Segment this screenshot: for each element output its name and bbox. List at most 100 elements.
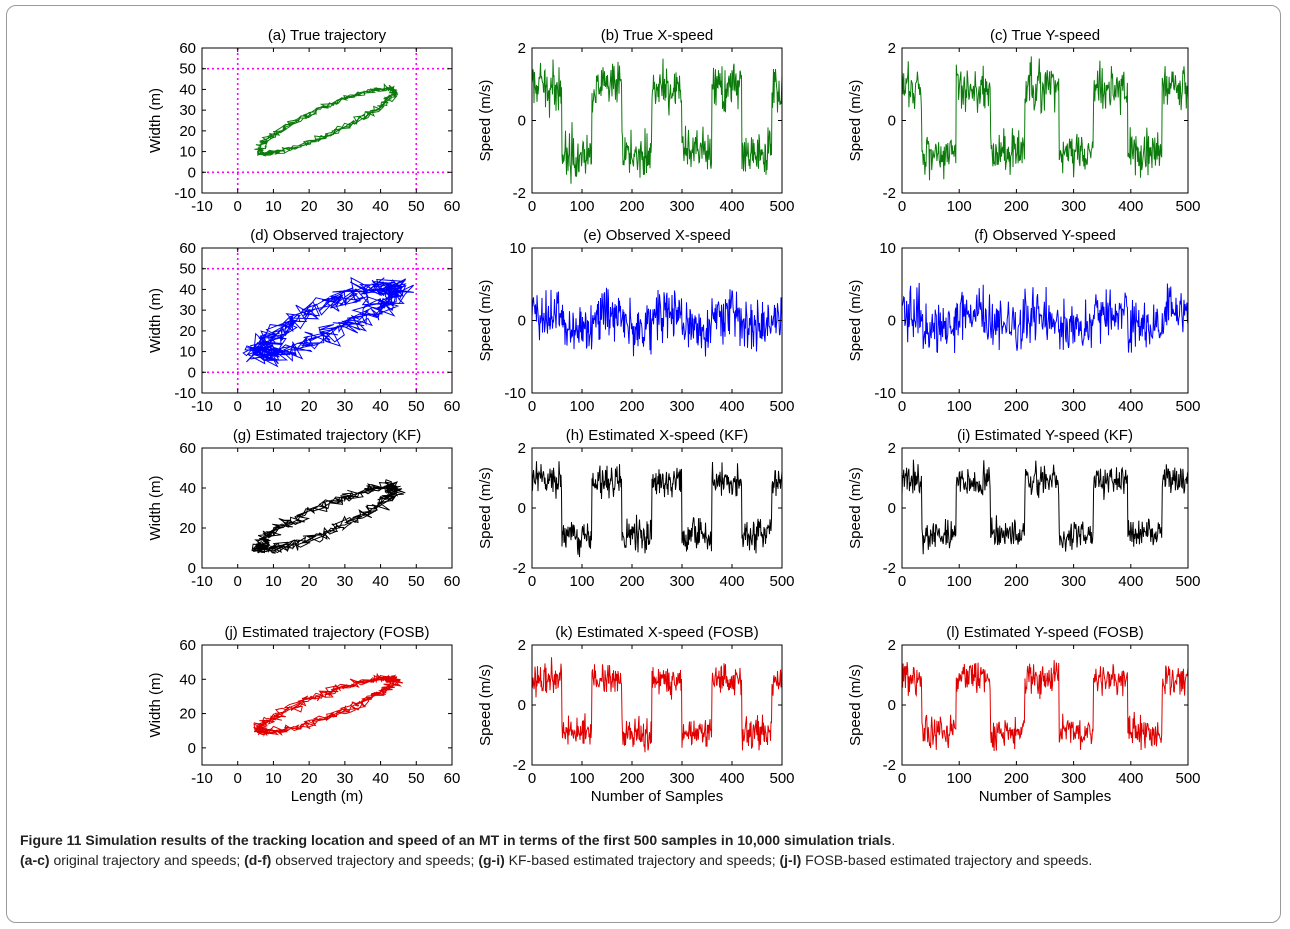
series-line — [532, 58, 782, 184]
x-tick-label: 30 — [337, 198, 354, 215]
y-tick-label: 2 — [888, 440, 896, 457]
chart-title: (l) Estimated Y-speed (FOSB) — [946, 624, 1144, 641]
x-tick-label: 300 — [1061, 573, 1086, 590]
x-axis-label: Number of Samples — [979, 788, 1112, 805]
y-tick-label: 0 — [888, 500, 896, 517]
y-tick-label: 20 — [179, 706, 196, 723]
x-tick-label: 400 — [1118, 573, 1143, 590]
x-tick-label: 200 — [1004, 198, 1029, 215]
y-tick-label: 2 — [518, 637, 526, 654]
x-tick-label: 500 — [1175, 770, 1200, 787]
x-tick-label: 200 — [1004, 770, 1029, 787]
x-tick-label: 500 — [769, 770, 794, 787]
y-tick-label: 2 — [518, 40, 526, 57]
figure-frame — [6, 5, 1281, 923]
x-tick-label: 60 — [444, 398, 461, 415]
chart-title: (h) Estimated X-speed (KF) — [566, 427, 749, 444]
x-tick-label: 50 — [408, 770, 425, 787]
y-tick-label: 20 — [179, 323, 196, 340]
x-tick-label: -10 — [191, 398, 213, 415]
x-tick-label: 0 — [528, 398, 536, 415]
x-tick-label: 200 — [619, 770, 644, 787]
x-tick-label: 0 — [234, 770, 242, 787]
chart-g: (g) Estimated trajectory (KF)-10 0 10 20 30 4… — [147, 427, 460, 590]
y-tick-label: 0 — [188, 364, 196, 381]
axes-box — [531, 447, 783, 569]
y-tick-label: 30 — [179, 102, 196, 119]
series-line — [254, 83, 399, 157]
x-tick-label: 0 — [528, 770, 536, 787]
x-tick-label: -10 — [191, 770, 213, 787]
y-tick-label: 10 — [509, 240, 526, 257]
x-tick-label: 400 — [719, 573, 744, 590]
y-tick-label: -10 — [874, 385, 896, 402]
x-tick-label: 300 — [1061, 770, 1086, 787]
x-tick-label: 400 — [1118, 398, 1143, 415]
y-tick-label: 10 — [179, 344, 196, 361]
series-line — [242, 276, 414, 368]
x-tick-label: 100 — [569, 573, 594, 590]
y-tick-label: 60 — [179, 637, 196, 654]
x-tick-label: 300 — [1061, 398, 1086, 415]
x-tick-label: 0 — [898, 198, 906, 215]
caption-text-d-f: observed trajectory and speeds; — [271, 852, 479, 868]
series-line — [532, 461, 782, 558]
x-tick-label: 300 — [669, 770, 694, 787]
y-tick-label: -10 — [174, 185, 196, 202]
figure-caption: Figure 11 Simulation results of the trac… — [20, 830, 1270, 870]
y-tick-label: 10 — [179, 144, 196, 161]
y-tick-label: 60 — [179, 40, 196, 57]
y-tick-label: 0 — [188, 560, 196, 577]
x-tick-label: 500 — [1175, 573, 1200, 590]
x-tick-label: 0 — [898, 573, 906, 590]
chart-h: (h) Estimated X-speed (KF) 0 100 200 300 400 5… — [477, 427, 795, 590]
y-tick-label: 0 — [888, 113, 896, 130]
y-tick-label: -10 — [174, 385, 196, 402]
x-tick-label: 100 — [947, 573, 972, 590]
axes-box — [201, 644, 453, 766]
series-line — [532, 287, 782, 357]
caption-label-d-f: (d-f) — [244, 852, 272, 868]
y-tick-label: 40 — [179, 81, 196, 98]
series-line — [902, 459, 1188, 555]
x-tick-label: 300 — [1061, 198, 1086, 215]
caption-period: . — [891, 832, 896, 848]
chart-d: (d) Observed trajectory -10 0 10 20 30 40 50 60 -… — [147, 227, 460, 415]
y-tick-label: 50 — [179, 61, 196, 78]
x-tick-label: 50 — [408, 573, 425, 590]
x-tick-label: 0 — [234, 573, 242, 590]
x-tick-label: 500 — [1175, 398, 1200, 415]
y-tick-label: 60 — [179, 240, 196, 257]
y-tick-label: 40 — [179, 281, 196, 298]
y-tick-label: 0 — [888, 697, 896, 714]
x-tick-label: 30 — [337, 573, 354, 590]
figure-plots: (a) True trajectory-10 0 10 20 30 40 50 60-1001… — [147, 27, 1201, 805]
x-tick-label: 100 — [569, 198, 594, 215]
y-axis-label: Width (m) — [147, 88, 164, 153]
y-tick-label: 2 — [888, 40, 896, 57]
x-tick-label: 20 — [301, 573, 318, 590]
x-tick-label: 60 — [444, 198, 461, 215]
y-axis-label: Speed (m/s) — [847, 80, 864, 162]
series-line — [251, 479, 406, 554]
x-tick-label: 50 — [408, 198, 425, 215]
x-tick-label: 0 — [898, 770, 906, 787]
caption-text-j-l: FOSB-based estimated trajectory and spee… — [801, 852, 1093, 868]
y-tick-label: 0 — [518, 113, 526, 130]
y-tick-label: 40 — [179, 480, 196, 497]
x-tick-label: 500 — [1175, 198, 1200, 215]
x-tick-label: 300 — [669, 398, 694, 415]
y-axis-label: Width (m) — [147, 476, 164, 541]
x-tick-label: 500 — [769, 198, 794, 215]
y-axis-label: Speed (m/s) — [477, 664, 494, 746]
x-tick-label: 40 — [372, 770, 389, 787]
series-line — [532, 657, 782, 753]
chart-title: (k) Estimated X-speed (FOSB) — [555, 624, 758, 641]
x-axis-label: Number of Samples — [591, 788, 724, 805]
chart-title: (f) Observed Y-speed — [974, 227, 1116, 244]
x-tick-label: 50 — [408, 398, 425, 415]
x-tick-label: 40 — [372, 198, 389, 215]
x-tick-label: 0 — [234, 198, 242, 215]
